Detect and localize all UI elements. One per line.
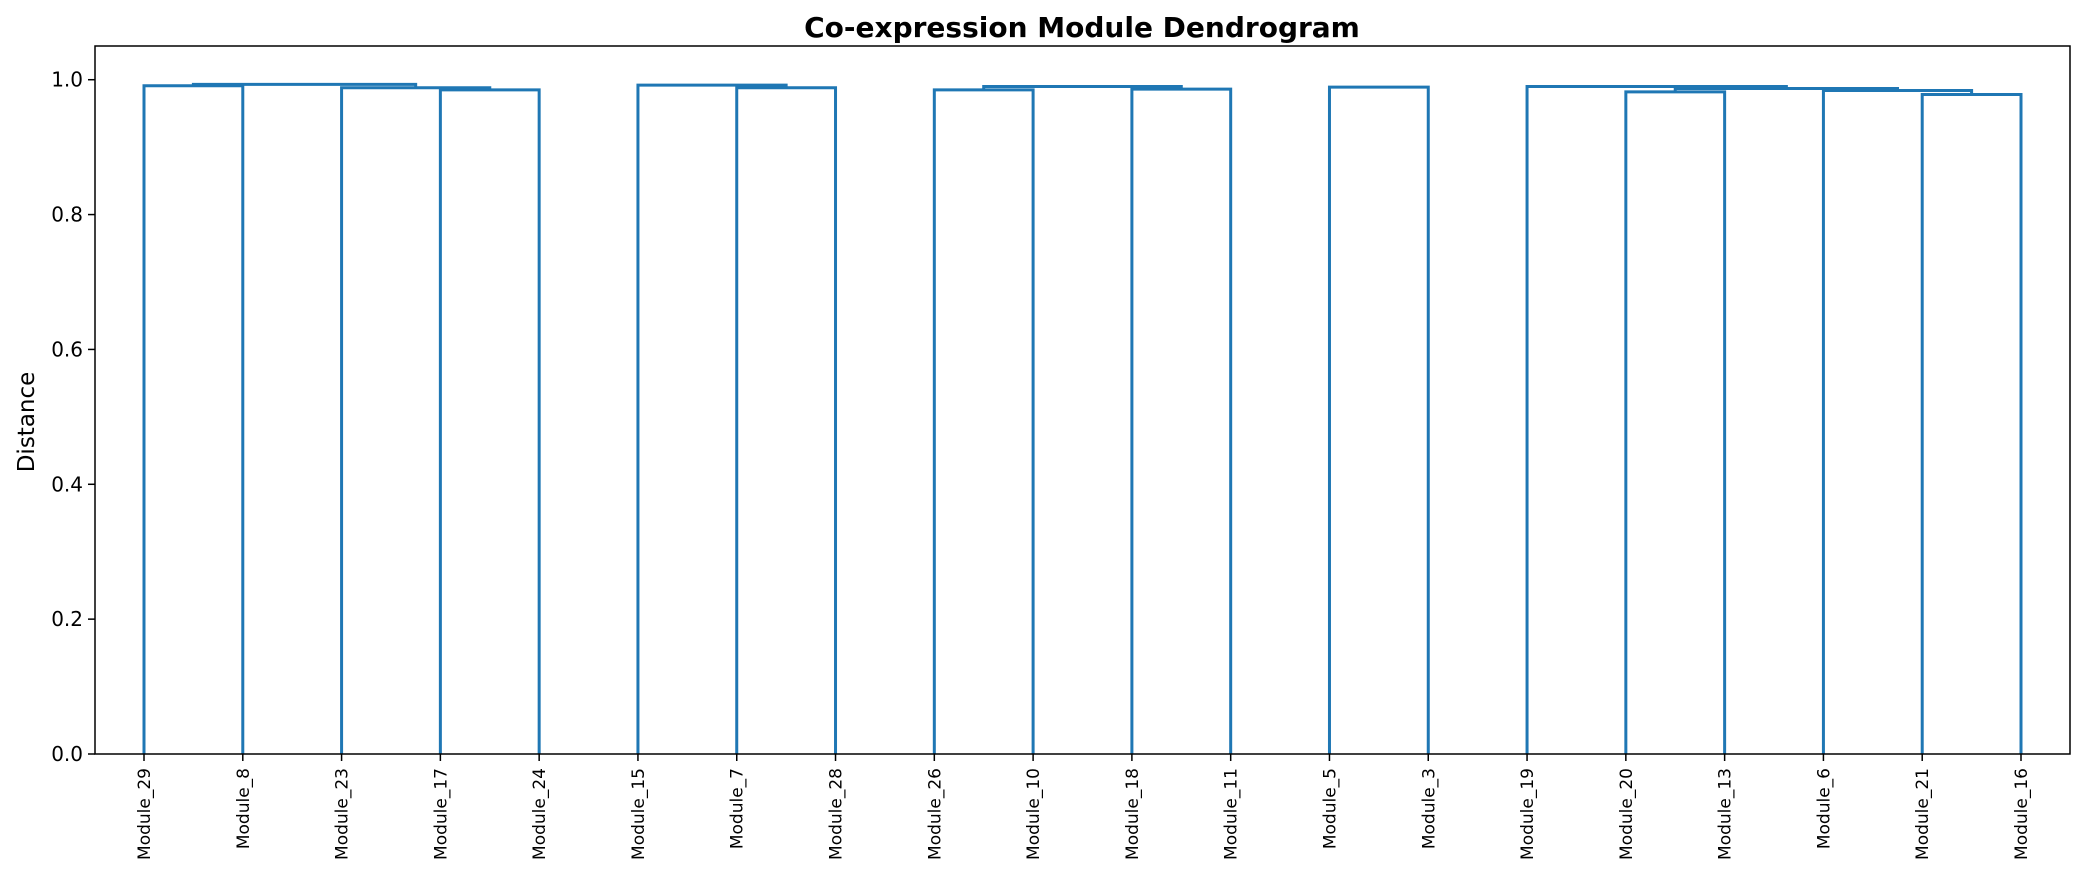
leaf-label: Module_8 <box>234 768 254 849</box>
dendrogram-link <box>438 88 541 754</box>
chart-title: Co-expression Module Dendrogram <box>804 11 1360 44</box>
x-axis-ticks: Module_29 Module_8 Module_23 Module_17 Modul… <box>135 754 2032 860</box>
y-tick-label: 0.8 <box>51 203 83 227</box>
dendrogram-link <box>340 86 492 754</box>
dendrogram-link <box>982 84 1183 90</box>
leaf-label: Module_7 <box>728 768 748 849</box>
y-axis-ticks: 0.0 0.2 0.4 0.6 0.8 1.0 <box>51 68 95 766</box>
dendrogram-link <box>636 83 788 754</box>
plot-frame <box>94 45 2071 755</box>
dendrogram-links <box>142 82 2023 754</box>
dendrogram-link <box>1130 87 1233 754</box>
leaf-label: Module_23 <box>333 768 353 860</box>
y-axis-label: Distance <box>14 372 40 473</box>
dendrogram-link <box>1624 90 1727 754</box>
leaf-label: Module_5 <box>1320 768 1340 849</box>
leaf-label: Module_20 <box>1617 768 1637 860</box>
leaf-label: Module_11 <box>1222 768 1242 860</box>
dendrogram-link <box>735 86 838 754</box>
y-tick-label: 0.2 <box>51 607 83 631</box>
leaf-label: Module_6 <box>1814 768 1834 849</box>
dendrogram-link <box>1821 89 1974 754</box>
y-tick-label: 0.6 <box>51 337 83 361</box>
dendrogram-link <box>1327 85 1430 754</box>
dendrogram-link <box>932 88 1035 754</box>
dendrogram-link <box>142 84 245 754</box>
leaf-label: Module_26 <box>925 768 945 860</box>
dendrogram-link <box>1525 84 1788 754</box>
leaf-label: Module_19 <box>1518 768 1538 860</box>
y-tick-label: 1.0 <box>51 68 83 92</box>
leaf-label: Module_10 <box>1024 768 1044 860</box>
leaf-label: Module_16 <box>2012 768 2032 860</box>
leaf-label: Module_3 <box>1419 768 1439 849</box>
y-tick-label: 0.0 <box>51 742 83 766</box>
dendrogram-link <box>1920 93 2023 754</box>
dendrogram-link <box>191 82 418 88</box>
leaf-label: Module_21 <box>1913 768 1933 860</box>
leaf-label: Module_17 <box>431 768 451 860</box>
leaf-label: Module_29 <box>135 768 155 860</box>
leaf-label: Module_24 <box>530 768 550 860</box>
y-tick-label: 0.4 <box>51 472 83 496</box>
leaf-label: Module_18 <box>1123 768 1143 860</box>
leaf-label: Module_28 <box>827 768 847 860</box>
leaf-label: Module_13 <box>1716 768 1736 860</box>
leaf-label: Module_15 <box>629 768 649 860</box>
